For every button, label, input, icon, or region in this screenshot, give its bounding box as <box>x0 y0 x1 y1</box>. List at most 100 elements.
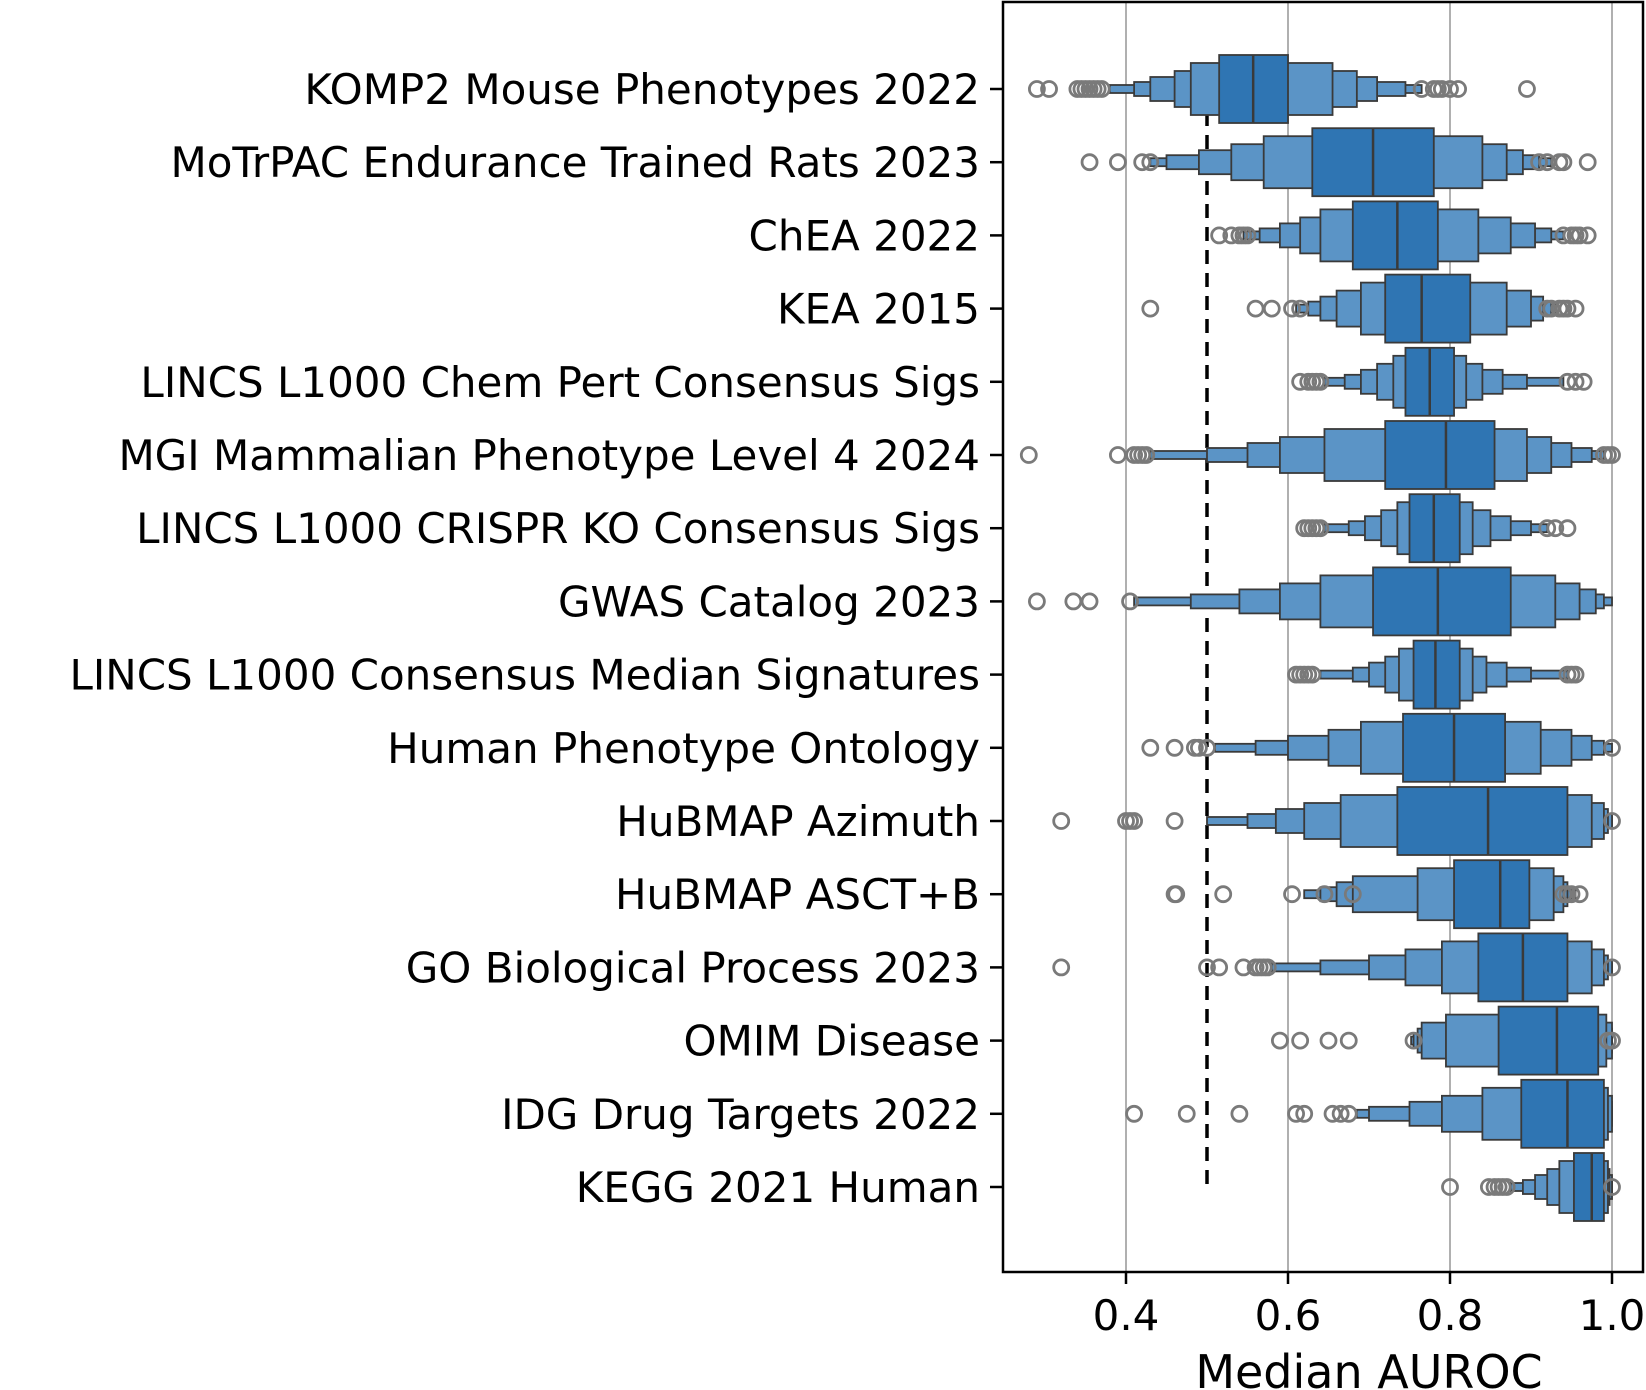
x-tick-label: 0.6 <box>1255 1291 1322 1340</box>
category-group <box>1149 420 1605 490</box>
outlier-point <box>1080 592 1099 611</box>
outlier-point <box>1603 446 1621 464</box>
category-group <box>1242 200 1565 271</box>
category-group <box>1149 127 1553 198</box>
outlier-point <box>1441 80 1459 98</box>
outlier-point <box>1339 1031 1358 1050</box>
outlier-point <box>1028 80 1046 98</box>
outlier-point <box>1303 665 1322 684</box>
outlier-point <box>1558 299 1577 318</box>
x-axis-title: Median AUROC <box>1195 1345 1542 1390</box>
boxes <box>1108 54 1613 1222</box>
category-label: KEA 2015 <box>777 285 980 334</box>
outlier-point <box>1578 226 1597 245</box>
outlier-point <box>1109 153 1127 172</box>
boxen-level <box>1453 859 1531 930</box>
category-label: KEGG 2021 Human <box>576 1163 980 1212</box>
category-group <box>1206 786 1613 856</box>
outlier-point <box>1019 446 1038 464</box>
category-label: ChEA 2022 <box>749 211 980 260</box>
outlier-point <box>1578 153 1597 172</box>
outlier-point <box>1530 153 1548 172</box>
outlier-point <box>1603 738 1621 757</box>
outlier-point <box>1554 153 1573 172</box>
outlier-point <box>1080 153 1099 172</box>
boxen-level <box>1573 1152 1605 1222</box>
outlier-point <box>1141 738 1160 757</box>
category-label: GWAS Catalog 2023 <box>558 577 980 626</box>
category-group <box>1303 859 1577 930</box>
category-group <box>1295 273 1557 344</box>
outlier-point <box>1570 226 1589 245</box>
outlier-point <box>1295 1104 1314 1123</box>
outlier-point <box>1319 1031 1338 1050</box>
outlier-point <box>1137 446 1156 464</box>
outlier-point <box>1141 153 1160 172</box>
boxen-level <box>1384 420 1496 490</box>
outlier-point <box>1121 592 1139 611</box>
category-label: LINCS L1000 Consensus Median Signatures <box>69 651 980 700</box>
category-group <box>1319 639 1569 710</box>
outlier-point <box>1052 812 1071 830</box>
plot-frame <box>1001 0 1645 1274</box>
outlier-point <box>1311 519 1330 538</box>
outlier-point <box>1052 958 1071 977</box>
outlier-point <box>1566 299 1585 318</box>
outlier-point <box>1141 299 1160 318</box>
x-tick-label: 0.8 <box>1417 1291 1484 1340</box>
category-label: MGI Mammalian Phenotype Level 4 2024 <box>118 431 980 480</box>
outlier-point <box>1028 592 1046 611</box>
outlier-point <box>1125 1104 1143 1123</box>
category-group <box>1270 932 1613 1003</box>
category-label: KOMP2 Mouse Phenotypes 2022 <box>304 65 980 114</box>
outlier-point <box>1441 1178 1459 1196</box>
category-group <box>1509 1152 1613 1222</box>
outlier-point <box>1497 1178 1516 1196</box>
outlier-point <box>1404 1031 1423 1050</box>
category-group <box>1323 346 1565 417</box>
outlier-point <box>1339 1104 1358 1123</box>
outlier-point <box>1271 1031 1289 1050</box>
outlier-point <box>1210 226 1229 245</box>
outlier-point <box>1246 299 1265 318</box>
outlier-point <box>1566 372 1585 391</box>
category-label: Human Phenotype Ontology <box>387 724 980 773</box>
outlier-point <box>1449 80 1467 98</box>
outlier-point <box>1343 885 1362 904</box>
x-tick-label: 0.4 <box>1093 1291 1160 1340</box>
boxen-level <box>1351 200 1439 271</box>
category-group <box>1214 712 1613 783</box>
category-group <box>1323 493 1549 564</box>
boxen-level <box>1396 786 1569 856</box>
outlier-point <box>1214 885 1233 904</box>
category-label: LINCS L1000 Chem Pert Consensus Sigs <box>140 358 980 407</box>
outlier-point <box>1546 519 1565 538</box>
outlier-point <box>1177 1104 1196 1123</box>
category-group <box>1133 566 1613 637</box>
boxen-level <box>1497 1005 1600 1076</box>
x-tick-label: 1.0 <box>1579 1291 1646 1340</box>
outlier-point <box>1109 446 1127 464</box>
category-label: HuBMAP ASCT+B <box>615 870 980 919</box>
category-label: IDG Drug Targets 2022 <box>501 1090 980 1139</box>
outlier-point <box>1190 738 1208 757</box>
outlier-point <box>1603 1031 1621 1050</box>
category-label: GO Biological Process 2023 <box>406 943 980 992</box>
outlier-point <box>1558 519 1577 538</box>
boxen-level <box>1372 566 1512 637</box>
outlier-point <box>1258 958 1277 977</box>
outlier-point <box>1283 885 1301 904</box>
outlier-point <box>1165 738 1184 757</box>
outlier-point <box>1167 885 1186 904</box>
x-axis: 0.4 0.6 0.8 1.0 <box>1093 1272 1646 1340</box>
outlier-point <box>1538 519 1557 538</box>
outlier-point <box>1566 665 1585 684</box>
outlier-point <box>1603 958 1621 977</box>
outlier-point <box>1064 592 1083 611</box>
outlier-point <box>1562 885 1581 904</box>
outlier-point <box>1198 958 1216 977</box>
outlier-point <box>1125 812 1143 830</box>
outlier-point <box>1287 1104 1305 1123</box>
outlier-point <box>1230 1104 1249 1123</box>
